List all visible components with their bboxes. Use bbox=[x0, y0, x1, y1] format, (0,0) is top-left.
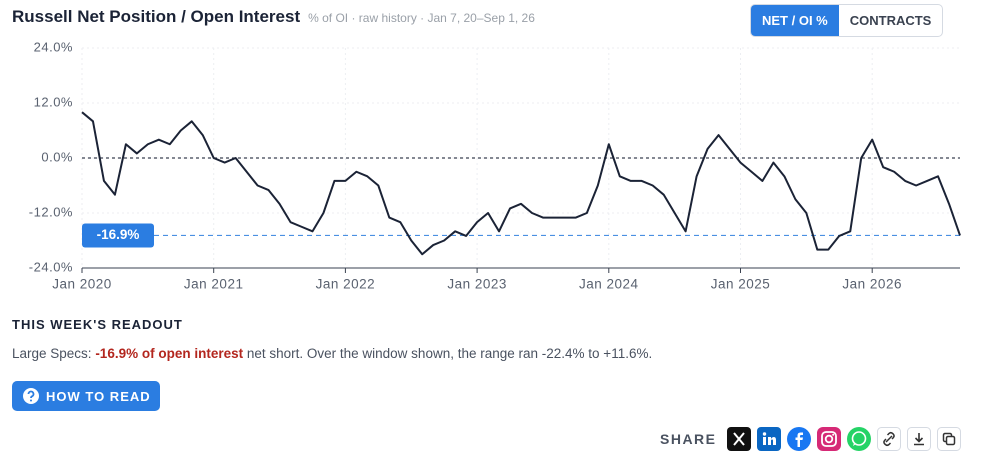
reference-label: -16.9% bbox=[97, 227, 140, 242]
x-tick-label: Jan 2023 bbox=[447, 277, 507, 292]
header: Russell Net Position / Open Interest % of… bbox=[12, 7, 535, 27]
share-x[interactable] bbox=[726, 427, 751, 451]
data-line bbox=[81, 111, 961, 256]
readout-text: Large Specs: -16.9% of open interest net… bbox=[12, 346, 652, 361]
readout-highlight: -16.9% of open interest bbox=[95, 346, 244, 361]
y-tick-label: 0.0% bbox=[41, 149, 73, 164]
y-tick-label: -12.0% bbox=[29, 204, 73, 219]
share-facebook[interactable] bbox=[786, 427, 811, 451]
help-icon bbox=[23, 388, 39, 404]
share-linkedin[interactable] bbox=[756, 427, 781, 451]
x-tick-label: Jan 2022 bbox=[316, 277, 376, 292]
readout-heading: THIS WEEK'S READOUT bbox=[12, 317, 183, 332]
share-download[interactable] bbox=[906, 427, 931, 451]
y-tick-label: 24.0% bbox=[34, 39, 73, 54]
help-button[interactable]: HOW TO READ bbox=[12, 381, 160, 411]
reference-badge bbox=[82, 223, 154, 248]
title: Russell Net Position / Open Interest bbox=[12, 7, 301, 26]
readout-lead: Large Specs: bbox=[12, 346, 96, 361]
y-tick-label: -24.0% bbox=[29, 259, 73, 274]
x-tick-label: Jan 2026 bbox=[842, 277, 902, 292]
y-tick-label: 12.0% bbox=[34, 94, 73, 109]
share-link[interactable] bbox=[876, 427, 901, 451]
toggle-group: NET / OI % CONTRACTS bbox=[750, 4, 944, 37]
subtitle: % of OI · raw history · Jan 7, 20–Sep 1,… bbox=[308, 11, 535, 25]
chart: -24.0% -12.0% 0.0% 12.0% 24.0% Jan 2020 Jan 20… bbox=[29, 39, 961, 292]
readout-rest: net short. Over the window shown, the ra… bbox=[243, 346, 653, 361]
x-tick-label: Jan 2020 bbox=[52, 277, 112, 292]
share-bar: SHARE bbox=[660, 427, 961, 451]
x-tick-label: Jan 2025 bbox=[711, 277, 771, 292]
help-label: HOW TO READ bbox=[46, 388, 151, 404]
x-tick-label: Jan 2021 bbox=[184, 277, 244, 292]
share-copy[interactable] bbox=[936, 427, 961, 451]
share-whatsapp[interactable] bbox=[846, 427, 871, 451]
toggle-contracts[interactable]: CONTRACTS bbox=[849, 13, 932, 28]
share-instagram[interactable] bbox=[816, 427, 841, 451]
toggle-net-oi[interactable]: NET / OI % bbox=[751, 5, 839, 36]
x-tick-label: Jan 2024 bbox=[579, 277, 639, 292]
share-label: SHARE bbox=[660, 431, 717, 447]
